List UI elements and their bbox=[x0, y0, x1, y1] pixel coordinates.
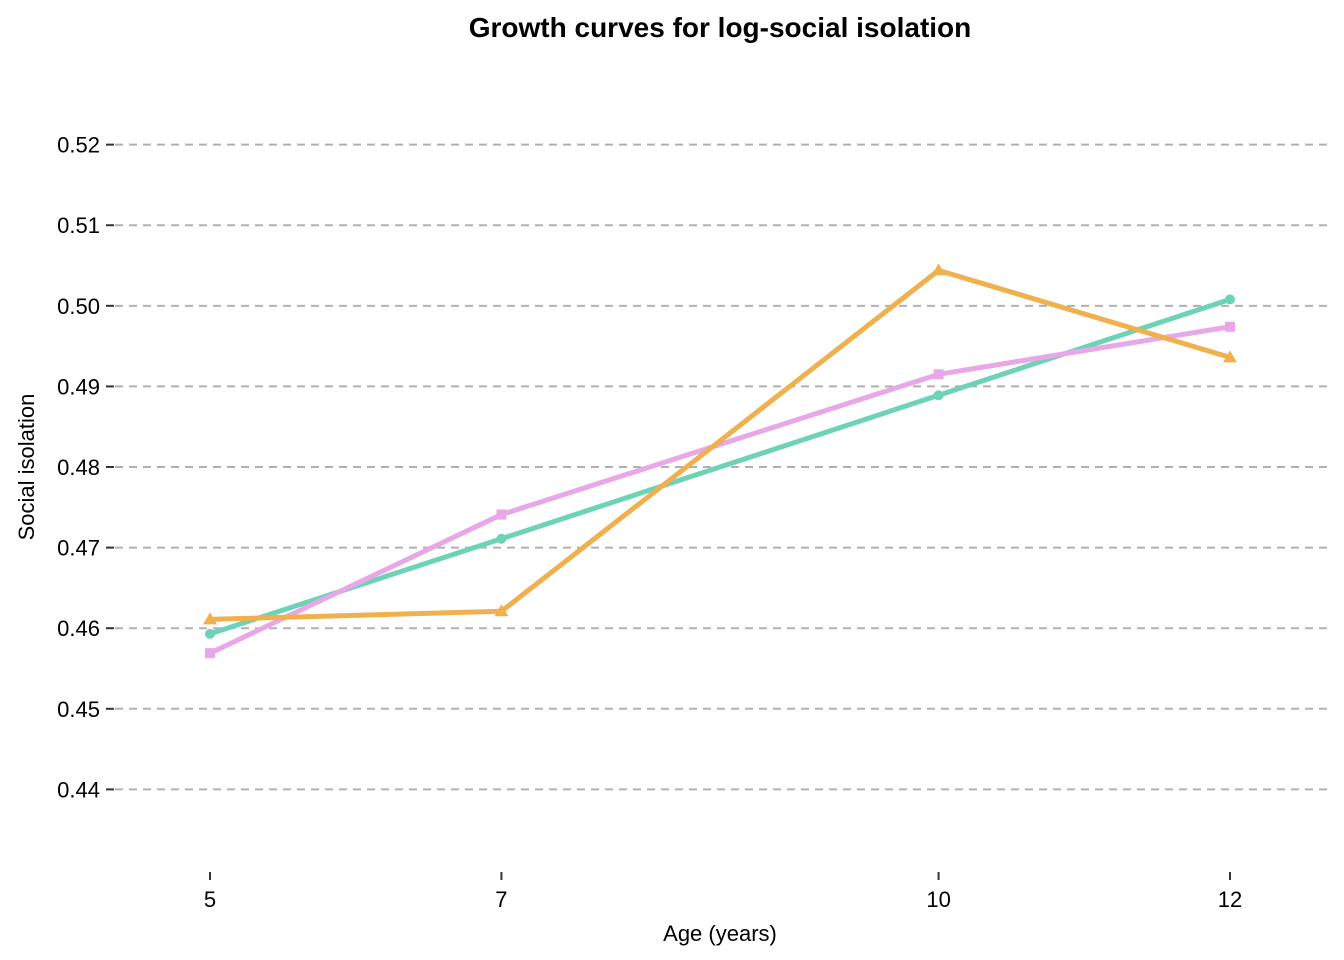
y-tick-label: 0.49 bbox=[57, 374, 100, 399]
data-point bbox=[494, 604, 509, 617]
x-tick-label: 10 bbox=[926, 887, 950, 912]
series-line bbox=[207, 324, 1233, 656]
x-axis-label: Age (years) bbox=[663, 921, 777, 946]
data-point bbox=[933, 369, 944, 380]
x-axis: 5 7 10 12 bbox=[204, 872, 1242, 912]
data-point bbox=[496, 533, 507, 544]
y-tick-label: 0.47 bbox=[57, 536, 100, 561]
x-tick-label: 5 bbox=[204, 887, 216, 912]
y-axis: 0.44 0.45 0.46 0.47 0.48 0.49 0.50 0.51 0.52 bbox=[57, 133, 114, 802]
y-tick-label: 0.44 bbox=[57, 777, 100, 802]
x-tick-label: 12 bbox=[1218, 887, 1242, 912]
series-3 bbox=[203, 263, 1237, 625]
series-layer bbox=[203, 263, 1237, 659]
data-point bbox=[205, 648, 215, 659]
series-2 bbox=[205, 321, 1235, 659]
data-point bbox=[931, 263, 946, 276]
y-tick-label: 0.51 bbox=[57, 213, 100, 238]
y-axis-label: Social isolation bbox=[14, 394, 39, 541]
y-tick-label: 0.50 bbox=[57, 294, 100, 319]
data-point bbox=[496, 509, 507, 520]
data-point bbox=[1223, 350, 1237, 363]
y-tick-label: 0.46 bbox=[57, 616, 100, 641]
series-line bbox=[207, 267, 1233, 622]
y-tick-label: 0.45 bbox=[57, 697, 100, 722]
data-point bbox=[203, 612, 217, 625]
y-tick-label: 0.48 bbox=[57, 455, 100, 480]
data-point bbox=[205, 628, 215, 639]
data-point bbox=[1225, 294, 1235, 305]
chart-title: Growth curves for log-social isolation bbox=[469, 12, 972, 43]
x-tick-label: 7 bbox=[495, 887, 507, 912]
data-point bbox=[1225, 321, 1235, 332]
data-point bbox=[933, 390, 944, 401]
y-tick-label: 0.52 bbox=[57, 133, 100, 158]
